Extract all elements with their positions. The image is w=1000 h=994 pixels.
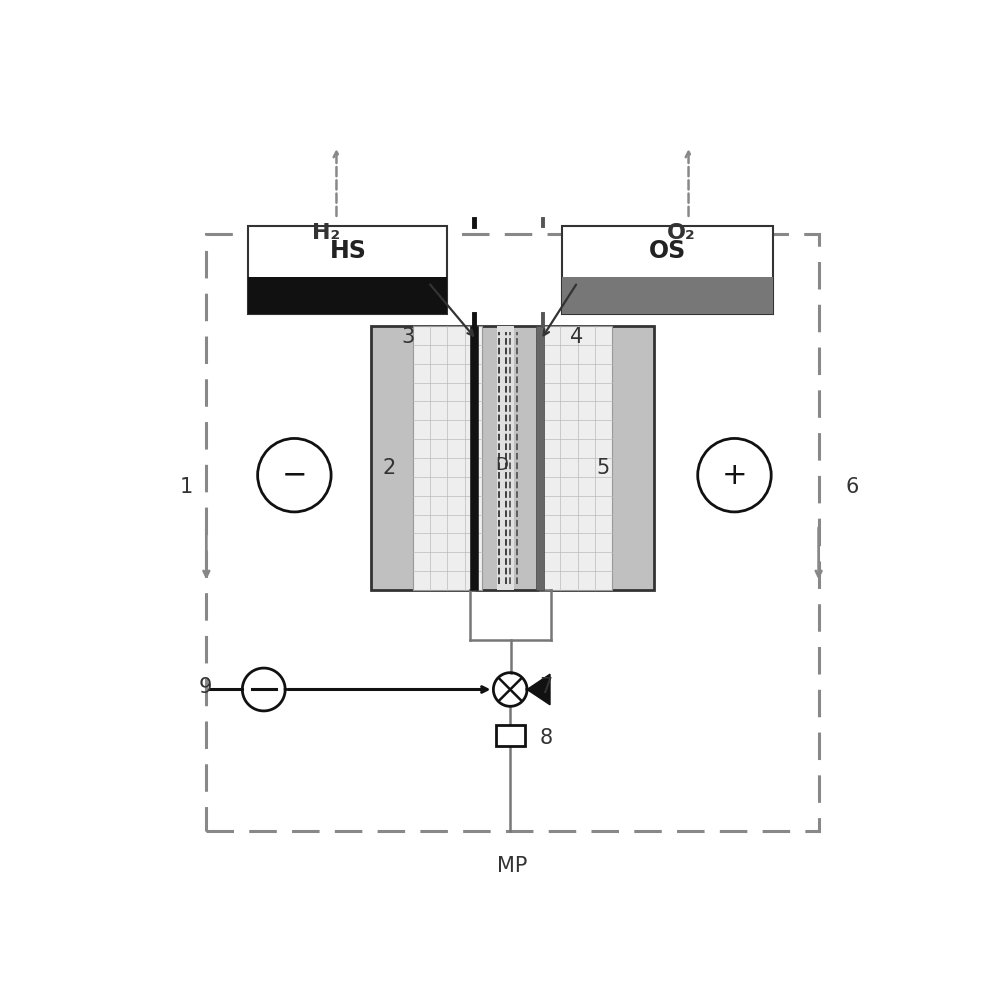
Text: 6: 6 [845, 477, 859, 497]
Bar [470, 326, 478, 590]
Text: MP: MP [497, 856, 528, 876]
Bar [248, 227, 447, 314]
Circle shape [698, 438, 771, 512]
Bar [497, 326, 514, 590]
Text: 3: 3 [402, 327, 415, 348]
Bar [543, 326, 612, 590]
Bar [536, 326, 544, 590]
Text: O₂: O₂ [667, 223, 696, 243]
Text: 2: 2 [382, 457, 396, 477]
Text: OS: OS [649, 240, 686, 263]
Bar [562, 227, 773, 314]
Bar [371, 326, 654, 590]
Bar [562, 277, 773, 314]
Bar [248, 277, 447, 314]
Text: H₂: H₂ [312, 223, 340, 243]
Bar [413, 326, 482, 590]
Text: 8: 8 [539, 728, 552, 747]
Text: −: − [282, 460, 307, 490]
Text: HS: HS [330, 240, 366, 263]
Text: +: + [722, 460, 747, 490]
Bar [206, 234, 819, 831]
Text: 4: 4 [570, 327, 583, 348]
Bar [496, 725, 525, 746]
Polygon shape [527, 674, 550, 705]
Text: 7: 7 [539, 677, 553, 697]
Text: 9: 9 [199, 677, 212, 697]
Circle shape [258, 438, 331, 512]
Text: 1: 1 [180, 477, 193, 497]
Text: D: D [495, 456, 508, 474]
Text: 5: 5 [597, 457, 610, 477]
